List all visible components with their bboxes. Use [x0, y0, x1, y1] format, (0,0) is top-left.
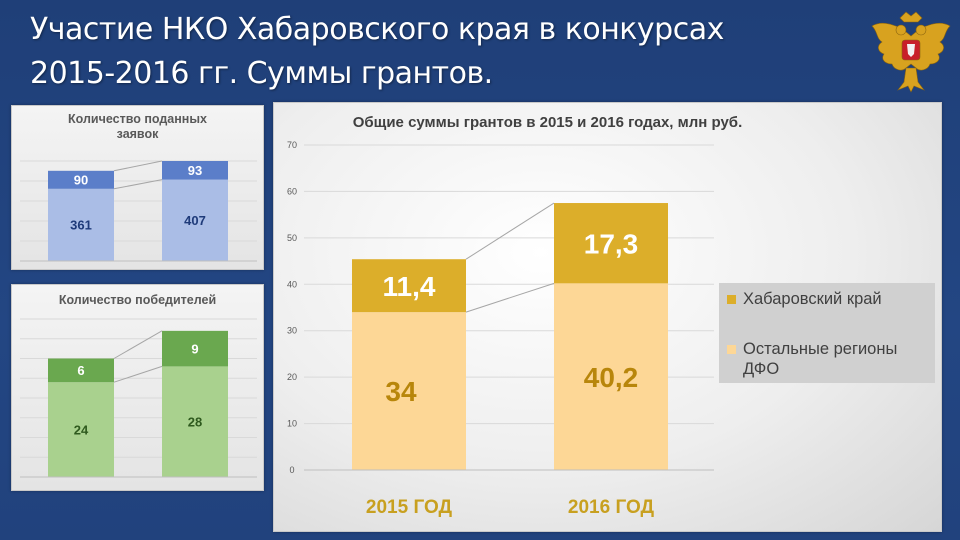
- legend-label-other-regions: Остальные регионы ДФО: [743, 340, 898, 378]
- data-label: 361: [70, 218, 92, 233]
- bar-segment: [48, 358, 114, 383]
- y-tick-label: 30: [287, 326, 297, 336]
- series-connector: [465, 202, 555, 260]
- slide-title: Участие НКО Хабаровского края в конкурса…: [30, 8, 850, 96]
- winners-chart-title: Количество победителей: [58, 293, 217, 307]
- data-label: 24: [74, 422, 89, 437]
- series-connector: [113, 179, 163, 190]
- grant-sums-chart: 0 10 20 30 40 50 60 70 34 11,4 40,2 17,3 2015 ГОД 201…: [287, 140, 714, 518]
- y-tick-label: 70: [287, 140, 297, 150]
- legend-swatch-other-regions: [727, 345, 736, 354]
- bar-segment: [352, 259, 466, 313]
- bar-segment: [162, 179, 228, 261]
- bar-segment: [554, 283, 668, 470]
- category-label: 2016 ГОД: [568, 497, 655, 518]
- legend-label-khabarovsk: Хабаровский край: [743, 290, 882, 308]
- y-tick-label: 20: [287, 372, 297, 382]
- y-tick-label: 60: [287, 186, 297, 196]
- bar-segment: [48, 188, 114, 261]
- category-label: 2015 ГОД: [366, 497, 453, 518]
- applications-chart-panel: Количество поданных заявок 361 90 407 93: [11, 105, 264, 270]
- y-tick-label: 40: [287, 279, 297, 289]
- series-connector: [113, 330, 163, 359]
- series-connector: [113, 365, 163, 383]
- y-tick-label: 0: [289, 465, 294, 475]
- bar-segment: [554, 203, 668, 284]
- grant-sums-chart-title: Общие суммы грантов в 2015 и 2016 годах,…: [352, 114, 743, 131]
- y-tick-label: 50: [287, 233, 297, 243]
- bar-segment: [352, 312, 466, 470]
- data-label: 34: [385, 376, 417, 407]
- bar-segment: [162, 366, 228, 477]
- y-tick-label: 10: [287, 419, 297, 429]
- data-label: 28: [188, 414, 202, 429]
- data-label: 407: [184, 213, 206, 228]
- slide-title-line2: 2015-2016 гг. Суммы грантов.: [30, 56, 493, 91]
- coat-of-arms-icon: [871, 11, 951, 93]
- data-label: 11,4: [383, 271, 436, 302]
- bar-segment: [48, 382, 114, 477]
- data-label: 9: [191, 341, 198, 356]
- grant-sums-legend: Хабаровский край Остальные регионы ДФО: [719, 283, 935, 383]
- bar-segment: [162, 161, 228, 180]
- bar-segment: [48, 170, 114, 189]
- winners-chart: 24 6 28 9: [20, 318, 257, 478]
- data-label: 17,3: [584, 228, 639, 259]
- data-label: 6: [77, 363, 84, 378]
- data-label: 90: [74, 172, 88, 187]
- data-label: 93: [188, 163, 202, 178]
- bar-segment: [162, 330, 228, 367]
- applications-chart-title: Количество поданных заявок: [68, 112, 207, 141]
- slide-title-line1: Участие НКО Хабаровского края в конкурса…: [30, 12, 724, 47]
- legend-swatch-khabarovsk: [727, 295, 736, 304]
- series-connector: [465, 282, 555, 313]
- series-connector: [113, 160, 163, 172]
- applications-chart: 361 90 407 93: [20, 160, 257, 262]
- winners-chart-panel: Количество победителей 24 6 28 9: [11, 284, 264, 491]
- data-label: 40,2: [584, 362, 639, 393]
